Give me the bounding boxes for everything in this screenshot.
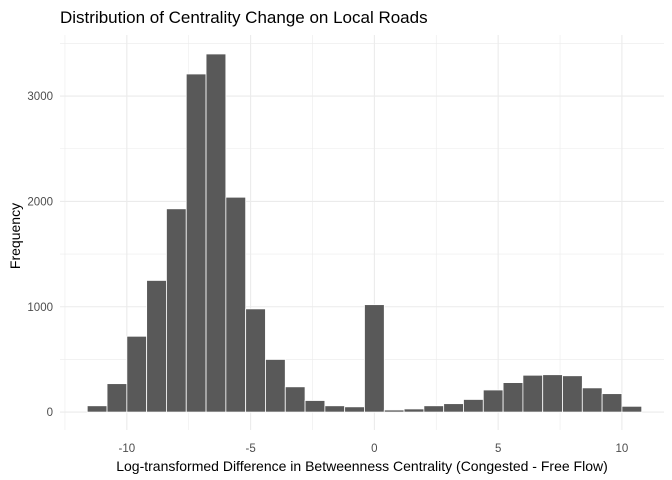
histogram-bar bbox=[126, 335, 148, 413]
x-axis-tick-labels: -10 -5 0 5 10 bbox=[119, 443, 629, 455]
y-tick-label: 0 bbox=[47, 407, 53, 419]
histogram-bar bbox=[185, 73, 207, 413]
histogram-bar bbox=[383, 409, 405, 413]
histogram-bar bbox=[522, 374, 544, 413]
histogram-bar bbox=[205, 53, 227, 413]
y-axis-tick-labels: 0 1000 2000 3000 bbox=[27, 91, 53, 419]
y-tick-label: 2000 bbox=[27, 196, 53, 208]
x-tick-label: -10 bbox=[119, 443, 136, 455]
histogram-bars bbox=[86, 53, 643, 413]
histogram-bar bbox=[403, 408, 425, 413]
histogram-bar bbox=[443, 403, 464, 413]
x-tick-label: -5 bbox=[245, 443, 255, 455]
histogram-bar bbox=[344, 406, 365, 413]
histogram-bar bbox=[225, 196, 247, 413]
histogram-bar bbox=[245, 308, 266, 413]
histogram-bar bbox=[542, 374, 563, 413]
histogram-bar bbox=[166, 208, 187, 413]
histogram-bar bbox=[601, 393, 623, 413]
histogram-bar bbox=[581, 387, 603, 413]
histogram-bar bbox=[304, 400, 326, 413]
y-tick-label: 1000 bbox=[27, 302, 53, 314]
histogram-bar bbox=[482, 389, 504, 413]
histogram-bar bbox=[265, 359, 286, 413]
histogram-bar bbox=[146, 280, 167, 413]
histogram-bar bbox=[324, 405, 346, 413]
histogram-bar bbox=[106, 383, 128, 413]
histogram-bar bbox=[621, 405, 643, 413]
y-tick-label: 3000 bbox=[27, 91, 53, 103]
x-tick-label: 10 bbox=[616, 443, 629, 455]
histogram-bar bbox=[86, 405, 108, 413]
histogram-bar bbox=[502, 382, 524, 413]
histogram-bar bbox=[284, 386, 306, 413]
x-axis-title: Log-transformed Difference in Betweennes… bbox=[116, 458, 608, 474]
histogram-bar bbox=[423, 405, 445, 413]
y-axis-title: Frequency bbox=[7, 203, 23, 269]
histogram-bar bbox=[364, 304, 385, 413]
histogram-bar bbox=[463, 399, 484, 413]
x-tick-label: 0 bbox=[371, 443, 377, 455]
x-tick-label: 5 bbox=[495, 443, 501, 455]
histogram-bar bbox=[562, 375, 583, 413]
chart-title: Distribution of Centrality Change on Loc… bbox=[60, 8, 428, 27]
